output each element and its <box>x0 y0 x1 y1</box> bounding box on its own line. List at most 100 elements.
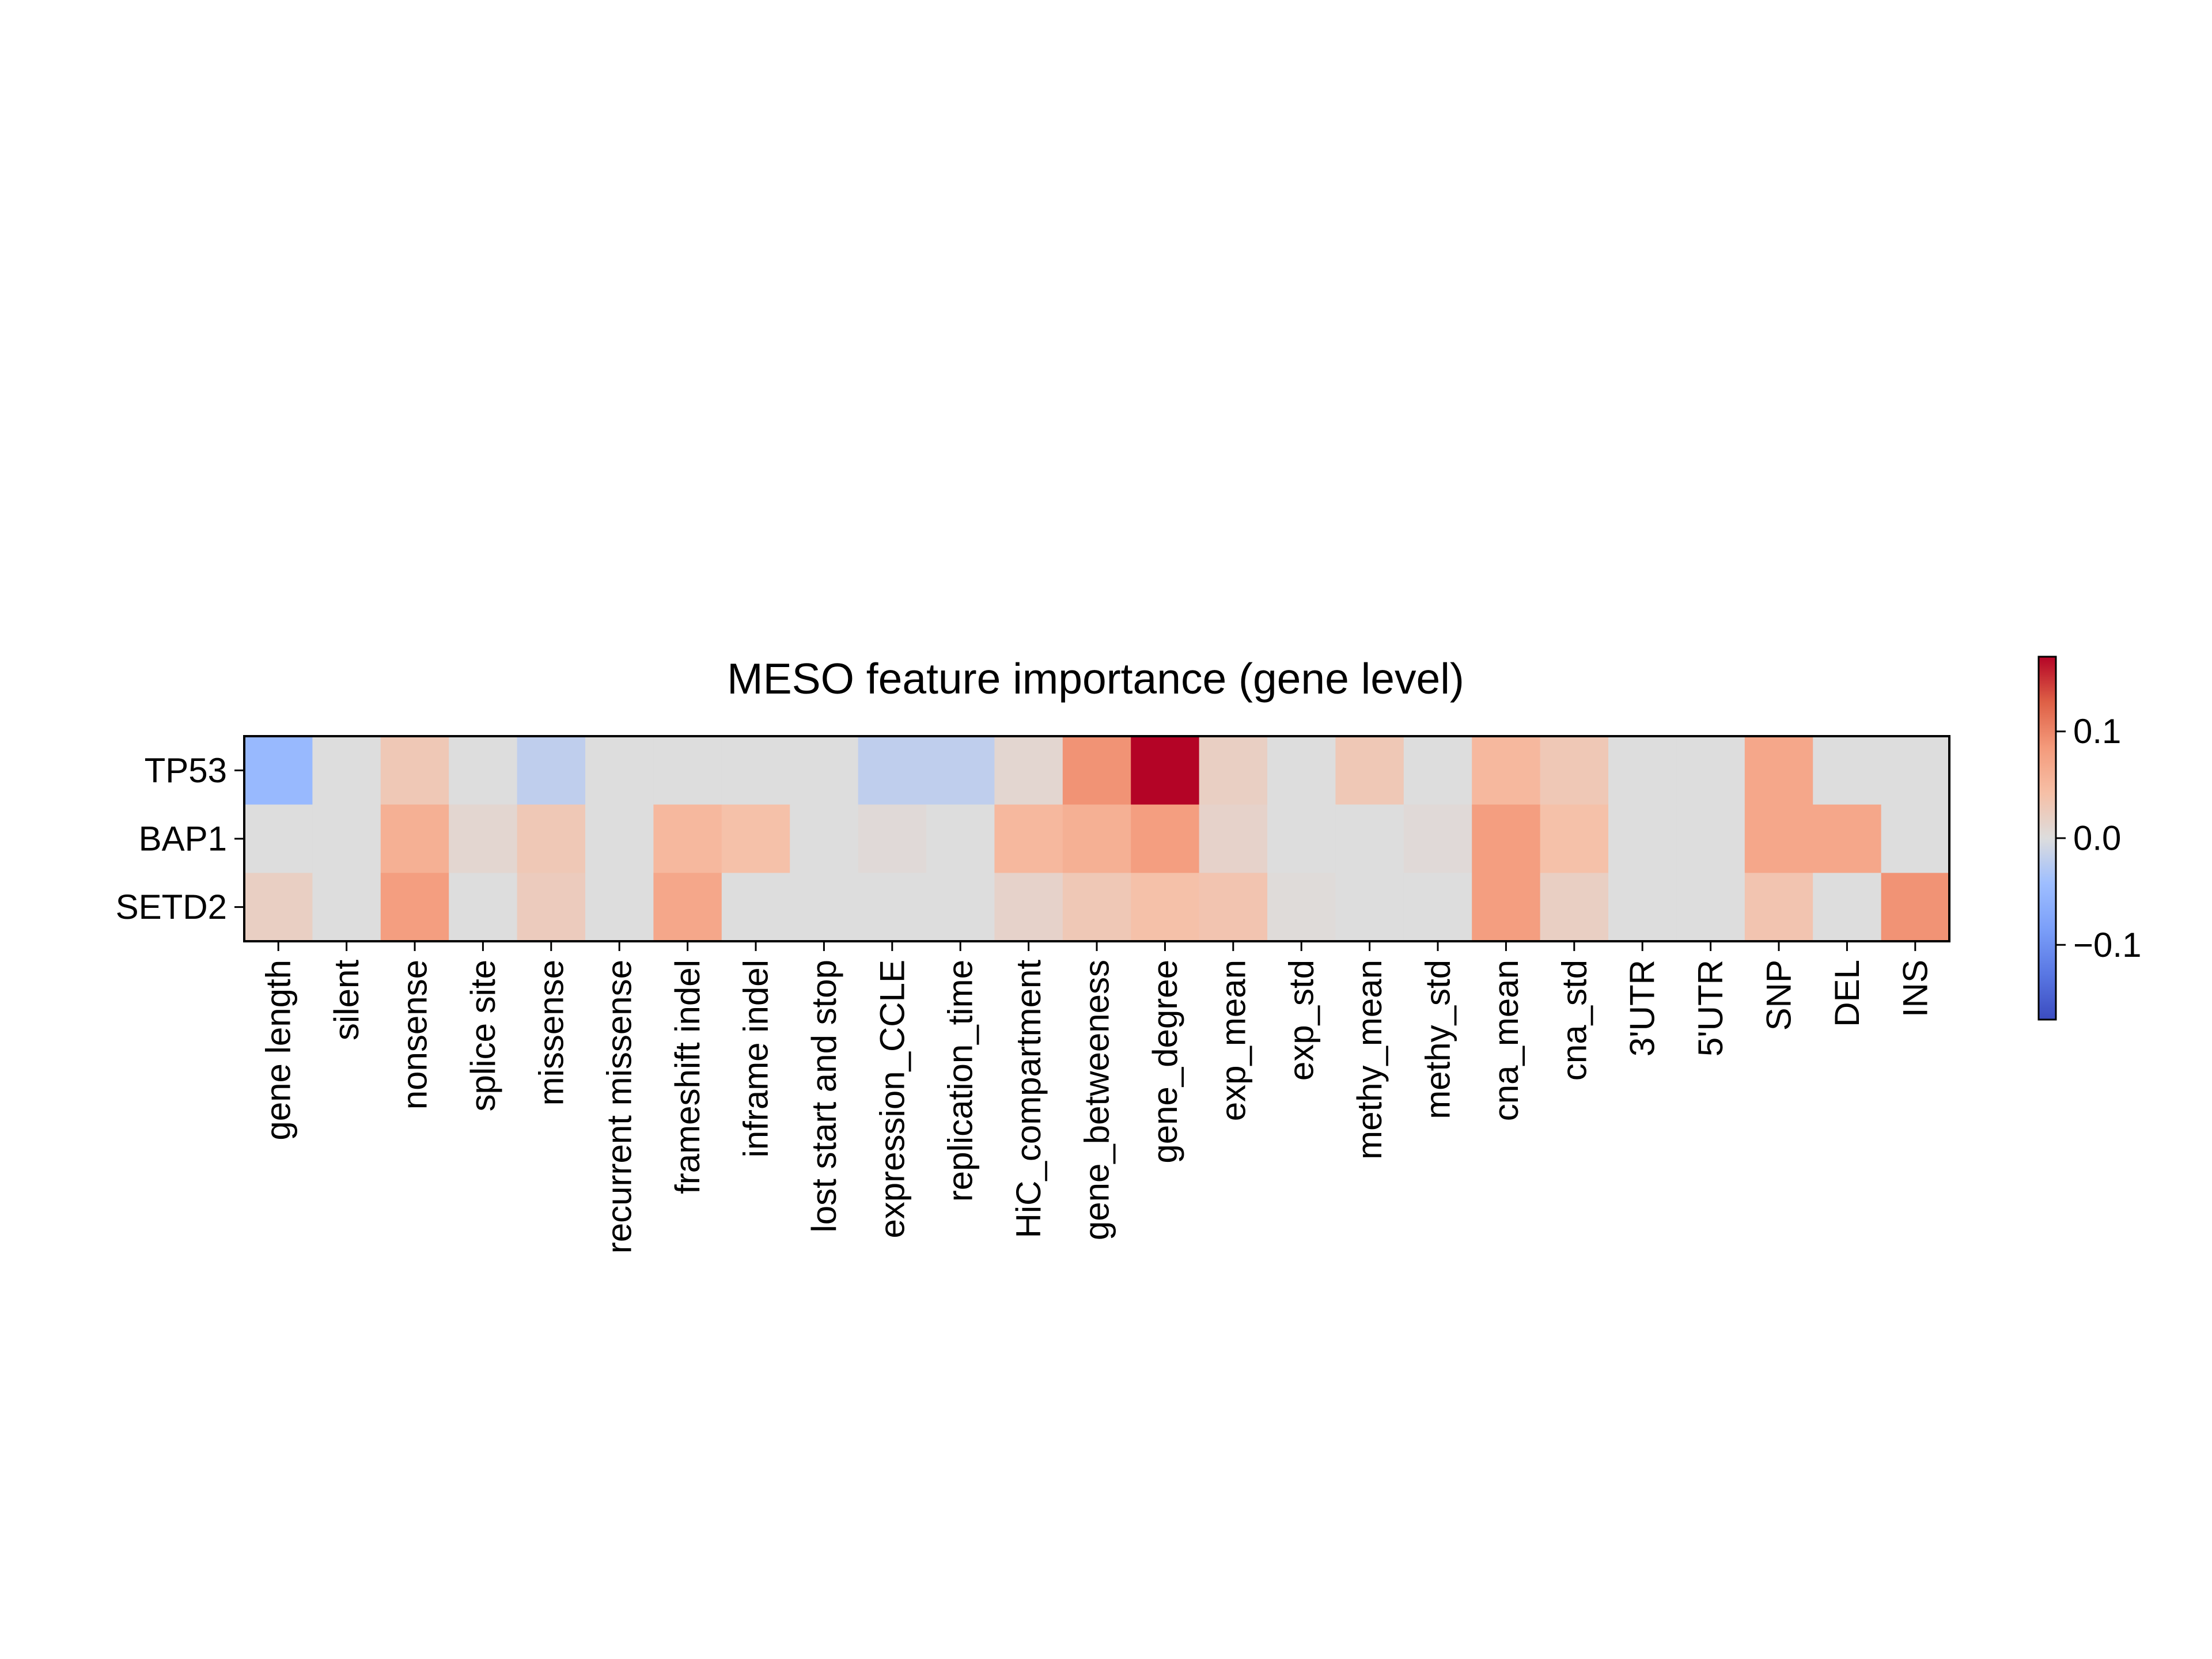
x-tick-label: inframe indel <box>737 960 775 1158</box>
x-tick-label: gene length <box>259 960 298 1141</box>
heatmap-cell <box>449 873 518 942</box>
heatmap-cell <box>1267 736 1336 805</box>
x-tick-label: cna_mean <box>1487 960 1525 1121</box>
heatmap-cell <box>1335 804 1404 873</box>
x-tick-label: missense <box>532 960 570 1105</box>
heatmap-cell <box>1881 736 1950 805</box>
heatmap-cell <box>1608 873 1677 942</box>
heatmap-cell <box>1472 804 1541 873</box>
heatmap-cell <box>1744 804 1813 873</box>
heatmap-cell <box>1472 873 1541 942</box>
heatmap-cell <box>244 873 313 942</box>
heatmap-cell <box>926 736 995 805</box>
x-tick-label: HiC_compartment <box>1009 960 1048 1238</box>
colorbar-tick-label: 0.1 <box>2073 712 2121 751</box>
heatmap-cell <box>1540 736 1609 805</box>
heatmap-cell <box>517 736 586 805</box>
heatmap-cell <box>1881 804 1950 873</box>
heatmap-cell <box>585 736 654 805</box>
x-tick-label: 3'UTR <box>1623 960 1662 1056</box>
heatmap-cell <box>1813 736 1882 805</box>
heatmap-cell <box>1676 873 1745 942</box>
heatmap-cell <box>585 873 654 942</box>
heatmap-cell <box>994 804 1063 873</box>
heatmap-cell <box>1199 804 1268 873</box>
x-axis: gene length silent nonsense splice site miss… <box>259 941 1934 1253</box>
heatmap-cell <box>994 736 1063 805</box>
heatmap-cell <box>653 736 722 805</box>
y-tick-label: BAP1 <box>139 820 227 858</box>
heatmap-cell <box>1199 736 1268 805</box>
x-tick-label: splice site <box>464 960 502 1111</box>
heatmap-cell <box>1813 804 1882 873</box>
x-tick-label: expression_CCLE <box>873 960 911 1238</box>
y-tick-label: TP53 <box>145 751 227 790</box>
x-tick-label: 5'UTR <box>1691 960 1730 1056</box>
heatmap-cell <box>858 804 927 873</box>
colorbar-gradient <box>2037 656 2057 1021</box>
heatmap-cell <box>1540 804 1609 873</box>
colorbar-tick-label: −0.1 <box>2073 926 2141 964</box>
heatmap-cell <box>858 736 927 805</box>
heatmap-cell <box>312 873 381 942</box>
y-tick-label: SETD2 <box>116 888 227 926</box>
heatmap-cell <box>1267 804 1336 873</box>
heatmap-cell <box>790 804 859 873</box>
heatmap-cell <box>1062 736 1131 805</box>
heatmap-cell <box>1267 873 1336 942</box>
heatmap-cell <box>1881 873 1950 942</box>
heatmap-cell <box>1744 873 1813 942</box>
heatmap-cell <box>1335 736 1404 805</box>
heatmap-cell <box>926 873 995 942</box>
heatmap-cell <box>1744 736 1813 805</box>
heatmap-cell <box>1403 804 1472 873</box>
heatmap-cell <box>449 804 518 873</box>
heatmap-cell <box>1131 736 1200 805</box>
x-tick-label: silent <box>327 960 366 1040</box>
x-tick-label: SNP <box>1760 960 1798 1031</box>
heatmap-cell <box>1608 804 1677 873</box>
heatmap-cell <box>585 804 654 873</box>
heatmap-cell <box>380 804 449 873</box>
heatmap-cell <box>380 873 449 942</box>
x-tick-label: frameshift indel <box>668 960 707 1194</box>
heatmap-cell <box>380 736 449 805</box>
x-tick-label: exp_mean <box>1214 960 1252 1121</box>
heatmap-cell <box>721 873 790 942</box>
heatmap-cell <box>790 736 859 805</box>
x-tick-label: methy_std <box>1419 960 1457 1119</box>
colorbar-tick-label: 0.0 <box>2073 819 2121 858</box>
heatmap-cell <box>1335 873 1404 942</box>
heatmap-cell <box>653 873 722 942</box>
heatmap-cell <box>1131 804 1200 873</box>
heatmap-cell <box>721 804 790 873</box>
heatmap-cell <box>517 873 586 942</box>
heatmap-cell <box>1131 873 1200 942</box>
heatmap-cell <box>1062 804 1131 873</box>
heatmap-cell <box>1676 736 1745 805</box>
heatmap-cell <box>858 873 927 942</box>
x-tick-label: INS <box>1896 960 1934 1017</box>
heatmap-cell <box>1062 873 1131 942</box>
heatmap-cell <box>244 736 313 805</box>
heatmap-cell <box>517 804 586 873</box>
heatmap-cells <box>244 736 1950 942</box>
heatmap-cell <box>1813 873 1882 942</box>
heatmap-cell <box>653 804 722 873</box>
heatmap-cell <box>312 736 381 805</box>
x-tick-label: DEL <box>1828 960 1866 1027</box>
x-tick-label: exp_std <box>1282 960 1321 1081</box>
heatmap-cell <box>1540 873 1609 942</box>
heatmap-cell <box>1472 736 1541 805</box>
x-tick-label: recurrent missense <box>600 960 639 1253</box>
y-axis: TP53 BAP1 SETD2 <box>116 751 244 926</box>
x-tick-label: methy_mean <box>1350 960 1389 1160</box>
x-tick-label: cna_std <box>1555 960 1593 1081</box>
heatmap-cell <box>790 873 859 942</box>
heatmap-cell <box>1403 873 1472 942</box>
heatmap-cell <box>1403 736 1472 805</box>
heatmap-cell <box>1199 873 1268 942</box>
colorbar: 0.1 0.0 −0.1 <box>2037 656 2141 1021</box>
heatmap-cell <box>1676 804 1745 873</box>
